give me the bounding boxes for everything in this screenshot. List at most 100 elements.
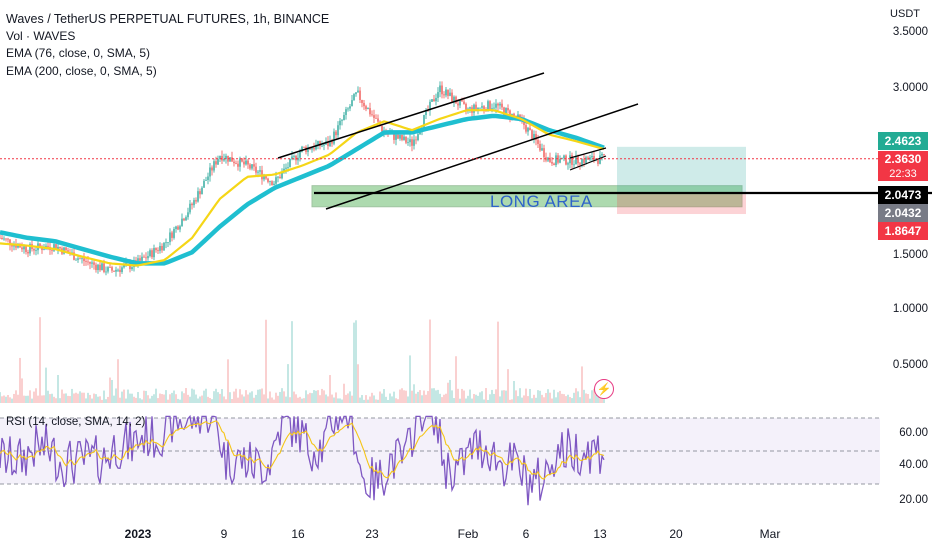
volume-bar [115, 388, 117, 403]
candle-body [375, 117, 377, 119]
volume-bar [321, 388, 323, 403]
candle-body [573, 164, 575, 166]
candle-body [473, 104, 475, 113]
volume-bar [515, 390, 517, 403]
candle-body [303, 146, 305, 148]
rsi-line [0, 414, 605, 506]
last-price-value: 2.3630 [884, 152, 922, 166]
candle-body [417, 134, 419, 140]
candle-body [17, 244, 19, 248]
candle-body [321, 145, 323, 147]
volume-bar [545, 393, 547, 403]
candle-body [15, 244, 17, 248]
volume-bar [233, 391, 235, 403]
volume-bar [119, 397, 121, 403]
candle-body [395, 134, 397, 140]
volume-bar [447, 382, 449, 403]
volume-bar [371, 392, 373, 403]
volume-bar [387, 399, 389, 403]
long-area-zone [311, 185, 743, 208]
volume-bar [449, 379, 451, 403]
volume-bar [57, 374, 59, 403]
volume-bar [109, 377, 111, 403]
candle-body [139, 258, 141, 261]
time-tick: 9 [220, 527, 228, 541]
candle-body [299, 151, 301, 158]
volume-bar [13, 393, 15, 403]
trendlines [277, 72, 932, 210]
volume-bar [293, 391, 295, 403]
candle-body [563, 155, 565, 158]
candle-body [467, 108, 469, 110]
volume-bar [45, 367, 47, 403]
candle-body [447, 89, 449, 96]
candle-body [505, 108, 507, 115]
volume-bar [97, 396, 99, 403]
candle-body [273, 183, 275, 186]
candle-body [557, 155, 559, 163]
candle-body [425, 110, 427, 116]
volume-bar [343, 383, 345, 403]
volume-bar [239, 389, 241, 403]
candle-body [181, 218, 183, 227]
volume-bar [477, 395, 479, 403]
candle-body [3, 238, 5, 240]
chart-title[interactable]: Waves / TetherUS PERPETUAL FUTURES, 1h, … [6, 12, 330, 26]
volume-bar [195, 394, 197, 403]
volume-bar [359, 397, 361, 403]
candle-body [429, 101, 431, 111]
volume-bar [163, 394, 165, 403]
volume-bar [127, 389, 129, 403]
rsi-legend[interactable]: RSI (14, close, SMA, 14, 2) [6, 416, 146, 428]
volume-bar [541, 394, 543, 403]
volume-bar [275, 392, 277, 403]
candle-body [461, 100, 463, 102]
candle-body [431, 99, 433, 102]
candle-body [361, 100, 363, 103]
candle-body [535, 133, 537, 141]
volume-bar [211, 399, 213, 403]
volume-bar [143, 390, 145, 403]
ema76-legend[interactable]: EMA (76, close, 0, SMA, 5) [6, 46, 151, 60]
volume-bar [135, 397, 137, 403]
candle-body [569, 155, 571, 164]
candle-body [79, 258, 81, 260]
long-area-annotation[interactable]: LONG AREA [490, 192, 593, 211]
volume-bar [379, 391, 381, 403]
volume-bar [351, 395, 353, 403]
volume-bar [303, 398, 305, 403]
volume-bar [527, 396, 529, 403]
candle-body [487, 101, 489, 112]
candle-body [579, 163, 581, 165]
price-tick: 1.0000 [892, 303, 928, 315]
candle-body [281, 171, 283, 179]
ema-76-line [0, 109, 605, 267]
candle-body [571, 155, 573, 165]
candle-body [445, 89, 447, 96]
volume-legend[interactable]: Vol · WAVES [6, 29, 76, 43]
candle-body [75, 259, 77, 261]
volume-bar [215, 388, 217, 403]
volume-bar [153, 394, 155, 403]
volume-bar [199, 396, 201, 403]
candle-body [353, 94, 355, 101]
volume-bar [27, 395, 29, 403]
candle-body [551, 161, 553, 164]
candle-body [501, 103, 503, 108]
volume-bar [325, 394, 327, 403]
volume-bar [305, 390, 307, 403]
volume-bar [49, 394, 51, 403]
candle-body [51, 249, 53, 251]
volume-bar [23, 395, 25, 403]
candle-body [223, 158, 225, 161]
flash-icon[interactable]: ⚡ [594, 379, 614, 399]
volume-bar [459, 398, 461, 403]
candle-body [239, 158, 241, 167]
volume-bar [281, 388, 283, 403]
candle-body [405, 136, 407, 143]
ema200-legend[interactable]: EMA (200, close, 0, SMA, 5) [6, 64, 157, 78]
volume-bar [347, 393, 349, 403]
volume-bar [15, 390, 17, 403]
volume-bar [415, 393, 417, 403]
